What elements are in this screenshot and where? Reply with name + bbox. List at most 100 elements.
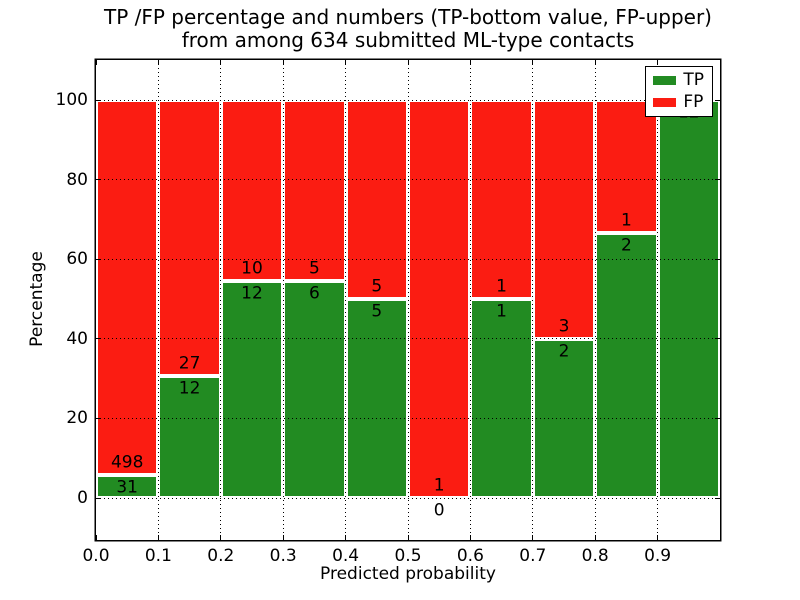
x-tick-label: 0.8 [581,546,609,566]
x-gridline [282,60,284,540]
bar-segment-fp [283,100,346,281]
bar-segment-tp [345,299,408,498]
x-tick-label: 0.1 [144,546,172,566]
y-tick-label: 60 [66,249,88,270]
tp-count-label: 12 [178,378,201,399]
plot-area: TP FP 4983127121012565510113212012 [96,60,720,540]
y-tick-left [96,417,101,419]
bar-segment-fp [158,100,221,376]
y-axis-label: Percentage [27,251,47,347]
x-tick-top [657,60,659,65]
y-tick-label: 0 [77,488,88,508]
tp-swatch-icon [653,76,677,85]
x-tick-label: 0.6 [456,546,484,566]
y-tick-left [96,179,101,181]
x-tick-label: 0.5 [394,546,422,566]
x-tick-label: 0.7 [519,546,547,566]
tp-count-label: 12 [241,283,263,304]
x-tick-bottom [96,535,97,540]
x-tick-label: 0.3 [269,546,297,566]
y-tick-right [715,179,720,181]
y-tick-right [715,338,720,340]
x-tick-label: 0.9 [644,546,672,566]
y-tick-left [96,99,101,101]
x-tick-top [282,60,284,65]
y-tick-label: 20 [66,408,88,429]
tp-count-label: 0 [433,500,445,521]
x-tick-top [407,60,409,65]
fp-count-label: 498 [110,452,144,473]
bar-segment-fp [595,100,658,233]
x-gridline [157,60,159,540]
tp-count-label: 1 [496,301,508,322]
x-tick-bottom [220,535,222,540]
x-tick-bottom [469,535,471,540]
legend-item-fp: FP [653,94,704,111]
fp-count-label: 5 [308,258,320,279]
x-gridline [657,60,659,540]
bar-segment-fp [345,100,408,299]
legend-item-tp: TP [653,72,704,89]
fp-count-label: 1 [496,276,508,297]
chart-title-line1: TP /FP percentage and numbers (TP-bottom… [104,5,712,29]
bar-segment-fp [532,100,596,339]
y-tick-label: 80 [66,169,88,190]
y-tick-right [715,497,720,499]
tp-count-label: 6 [308,283,320,304]
bar-segment-tp [96,474,159,498]
fp-count-label: 1 [433,475,445,496]
x-tick-label: 0.0 [82,546,110,566]
y-tick-right [715,258,720,260]
x-tick-top [594,60,596,65]
x-gridline [407,60,409,540]
fp-count-label: 5 [371,276,383,297]
tp-count-label: 5 [371,301,383,322]
bar-segment-tp [470,299,533,498]
legend-label-fp: FP [683,92,704,112]
y-gridline [96,99,720,101]
x-gridline [532,60,534,540]
y-tick-left [96,338,101,340]
bar-segment-fp [408,100,471,498]
x-tick-top [345,60,347,65]
bar-segment-tp [283,280,346,498]
x-tick-top [96,60,97,65]
x-tick-bottom [282,535,284,540]
bar-segment-fp [470,100,533,299]
bar-segment-fp [96,100,159,475]
fp-count-label: 3 [558,316,570,337]
y-tick-right [715,417,720,419]
y-gridline [96,179,720,181]
x-gridline [220,60,222,540]
legend-label-tp: TP [683,70,704,90]
x-axis-label: Predicted probability [320,564,496,584]
y-tick-label: 40 [66,328,88,349]
y-gridline [96,417,720,419]
x-tick-bottom [157,535,159,540]
y-gridline [96,258,720,260]
x-gridline [345,60,347,540]
tp-count-label: 2 [620,235,632,256]
x-gridline [594,60,596,540]
legend: TP FP [645,66,713,117]
fp-count-label: 10 [241,258,263,279]
bar-segment-tp [158,375,221,498]
fp-count-label: 1 [620,210,632,231]
bar-segment-tp [657,100,720,498]
bar-segment-tp [220,280,284,498]
fp-count-label: 27 [178,353,201,374]
chart-title: TP /FP percentage and numbers (TP-bottom… [96,6,720,52]
bar-segment-tp [595,232,658,498]
x-tick-top [157,60,159,65]
y-gridline [96,497,720,499]
y-tick-label: 100 [55,90,88,110]
x-tick-bottom [407,535,409,540]
fp-swatch-icon [653,98,677,107]
x-tick-top [469,60,471,65]
x-tick-top [220,60,222,65]
y-tick-right [715,99,720,101]
x-tick-bottom [657,535,659,540]
tp-count-label: 31 [116,477,139,498]
x-tick-bottom [345,535,347,540]
